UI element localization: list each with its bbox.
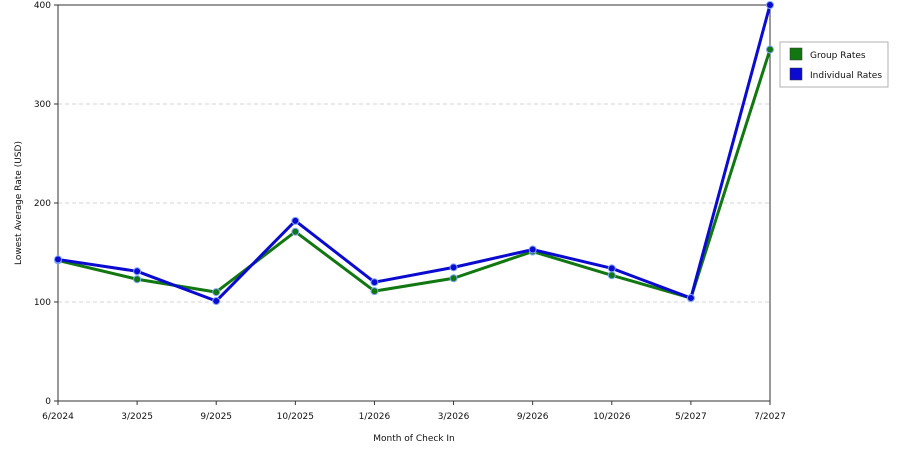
x-tick-label: 5/2027	[675, 412, 707, 422]
data-point	[54, 255, 62, 264]
data-point	[291, 227, 300, 236]
y-axis-title: Lowest Average Rate (USD)	[14, 141, 24, 265]
data-point	[607, 264, 616, 273]
data-point	[133, 267, 142, 276]
data-point	[686, 294, 695, 303]
x-axis-title: Month of Check In	[373, 434, 455, 444]
legend-swatch	[789, 47, 803, 61]
data-point	[212, 288, 221, 297]
series-group	[54, 1, 774, 306]
y-tick-label: 0	[45, 397, 51, 407]
y-tick-label: 200	[34, 199, 51, 209]
y-ticks: 0 100 200 300 400	[34, 1, 58, 407]
x-tick-label: 7/2027	[754, 412, 786, 422]
legend-swatch	[789, 67, 803, 81]
data-point	[133, 275, 142, 284]
y-tick-label: 300	[34, 100, 51, 110]
y-tick-label: 400	[34, 1, 51, 11]
x-tick-label: 1/2026	[359, 412, 391, 422]
series-line	[57, 4, 772, 303]
data-point	[212, 297, 221, 306]
y-tick-label: 100	[34, 298, 51, 308]
x-tick-label: 6/2024	[42, 412, 74, 422]
x-ticks: 6/2024 3/2025 9/2025 10/2025 1/2026 3/2026 9/2…	[42, 401, 786, 422]
data-point	[607, 271, 616, 280]
legend-label: Individual Rates	[810, 71, 882, 81]
x-tick-label: 3/2025	[121, 412, 153, 422]
grid-lines	[58, 103, 770, 303]
data-point	[766, 45, 774, 54]
data-point	[370, 278, 379, 287]
x-tick-label: 3/2026	[438, 412, 470, 422]
data-point	[449, 274, 458, 283]
legend: Group Rates Individual Rates	[779, 41, 889, 88]
data-point	[370, 287, 379, 296]
data-point	[528, 245, 537, 254]
legend-label: Group Rates	[810, 51, 866, 61]
x-tick-label: 9/2025	[200, 412, 232, 422]
data-point	[766, 1, 774, 9]
x-tick-label: 10/2026	[593, 412, 631, 422]
series-line	[57, 49, 772, 300]
x-tick-label: 10/2025	[277, 412, 314, 422]
data-point	[449, 263, 458, 272]
data-point	[291, 216, 300, 225]
x-tick-label: 9/2026	[517, 412, 549, 422]
